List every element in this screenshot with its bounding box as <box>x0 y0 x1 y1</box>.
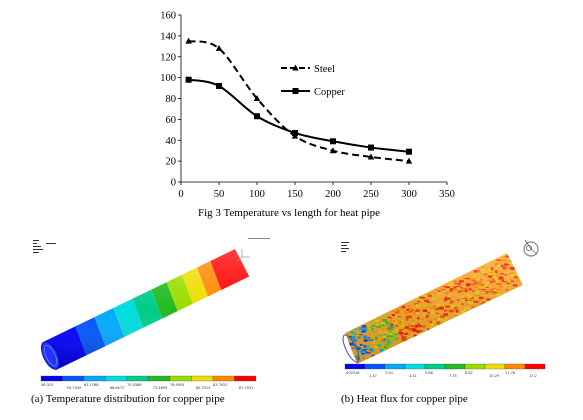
copper-data-point <box>185 76 192 83</box>
x-tick-label: 200 <box>325 189 341 200</box>
legend-swatch <box>344 363 366 370</box>
y-tick-label: 120 <box>160 52 176 63</box>
steel-data-point <box>405 157 413 164</box>
axis-triad-icon <box>236 249 250 262</box>
copper-data-point <box>216 82 222 89</box>
y-tick-label: 160 <box>160 11 176 22</box>
y-tick-label: 0 <box>171 178 176 189</box>
pipe-a-shading <box>45 249 250 370</box>
legend-marker-steel <box>292 64 299 71</box>
legend-value: 7.35 <box>449 374 457 378</box>
legend-value: 80.3313 <box>196 386 210 390</box>
legend-value: 10.29 <box>489 374 499 378</box>
figure-caption: Fig 3 Temperature vs length for heat pip… <box>198 207 381 219</box>
legend-swatch <box>504 363 526 370</box>
legend-swatch <box>364 363 386 370</box>
y-tick-label: 80 <box>166 94 177 105</box>
legend-swatch <box>40 375 63 382</box>
pipe-b-end <box>342 334 360 363</box>
legend-value: 13.2 <box>529 374 537 378</box>
x-tick-label: 300 <box>401 189 417 200</box>
legend-swatch <box>83 375 106 382</box>
steel-data-point <box>367 153 375 160</box>
legend-swatch <box>524 363 546 370</box>
legend-swatch <box>105 375 128 382</box>
legend-swatch <box>62 375 85 382</box>
legend-value: 56.315 <box>41 383 53 387</box>
date-stamp <box>248 238 270 239</box>
y-tick-label: 100 <box>160 73 176 84</box>
steel-series-line <box>188 40 410 163</box>
x-tick-label: 150 <box>287 189 303 200</box>
legend-swatch <box>424 363 446 370</box>
legend-value: 1.47 <box>369 374 377 378</box>
pipe-a-end-cap <box>40 341 61 370</box>
y-tick-label: 20 <box>166 157 177 168</box>
legend-swatch <box>384 363 406 370</box>
pipe-a-end-rim <box>43 345 58 366</box>
legend-marker-copper <box>292 88 299 94</box>
legend-swatch <box>126 375 149 382</box>
x-tick-label: 250 <box>363 189 379 200</box>
copper-data-point <box>406 148 412 155</box>
copper-data-point <box>330 138 336 145</box>
x-tick-label: 0 <box>178 189 183 200</box>
legend-value: 70.0386 <box>127 383 141 387</box>
y-tick-label: 60 <box>166 115 177 126</box>
legend-value: 11.76 <box>505 371 515 375</box>
caption-a: (a) Temperature distribution for copper … <box>31 393 225 405</box>
steel-data-point <box>253 95 261 101</box>
steel-data-point <box>215 44 223 51</box>
legend-value: 59.7459 <box>67 386 81 390</box>
legend-swatch <box>464 363 486 370</box>
pipe-b-shading <box>345 253 523 364</box>
y-tick-label: 140 <box>160 31 176 42</box>
legend-value: 73.4695 <box>153 386 167 390</box>
legend-swatch <box>191 375 214 382</box>
legend-value: 66.6077 <box>110 386 124 390</box>
steel-data-point <box>329 147 337 154</box>
legend-swatch <box>484 363 506 370</box>
legend-swatch <box>404 363 426 370</box>
legend-value: 87.1931 <box>239 386 253 390</box>
chart-svg: 0 20 40 60 80 100 120 140 160 0 50 100 150 200 250 300 3… <box>160 11 455 201</box>
legend-value: 63.1768 <box>84 383 98 387</box>
legend-value: 83.7622 <box>213 383 227 387</box>
copper-data-point <box>292 129 298 136</box>
legend-swatch <box>234 375 257 382</box>
legend-value: 8.82 <box>465 371 473 375</box>
heat-flux-panel: .002518 1.47 2.94 4.41 5.88 7.35 8.82 10.29 11.7… <box>341 239 546 378</box>
x-tick-label: 50 <box>214 189 225 200</box>
x-tick-label: 100 <box>249 189 265 200</box>
legend-value: .002518 <box>345 371 359 375</box>
ansys-info-text <box>33 240 56 253</box>
x-tick-label: 350 <box>439 189 455 200</box>
legend-swatch <box>212 375 235 382</box>
heat-flux-legend: .002518 1.47 2.94 4.41 5.88 7.35 8.82 10.29 11.7… <box>344 363 546 378</box>
legend-value: 4.41 <box>409 374 417 378</box>
caption-b: (b) Heat flux for copper pipe <box>341 393 468 405</box>
legend-swatch <box>444 363 466 370</box>
legend-swatch <box>169 375 192 382</box>
y-tick-label: 40 <box>166 136 177 147</box>
orientation-icon <box>523 239 539 257</box>
temperature-length-chart: 0 20 40 60 80 100 120 140 160 0 50 100 150 200 250 300 3… <box>150 6 460 224</box>
legend-value: 5.88 <box>425 371 433 375</box>
legend-value: 2.94 <box>385 371 394 375</box>
steel-data-point <box>185 37 192 44</box>
legend-value: 76.9004 <box>170 383 185 387</box>
legend-swatch <box>148 375 171 382</box>
copper-data-point <box>254 113 260 120</box>
legend-label-copper: Copper <box>314 87 345 98</box>
copper-data-point <box>368 144 374 151</box>
ansys-info-text-b <box>341 242 349 252</box>
legend-label-steel: Steel <box>314 64 335 75</box>
